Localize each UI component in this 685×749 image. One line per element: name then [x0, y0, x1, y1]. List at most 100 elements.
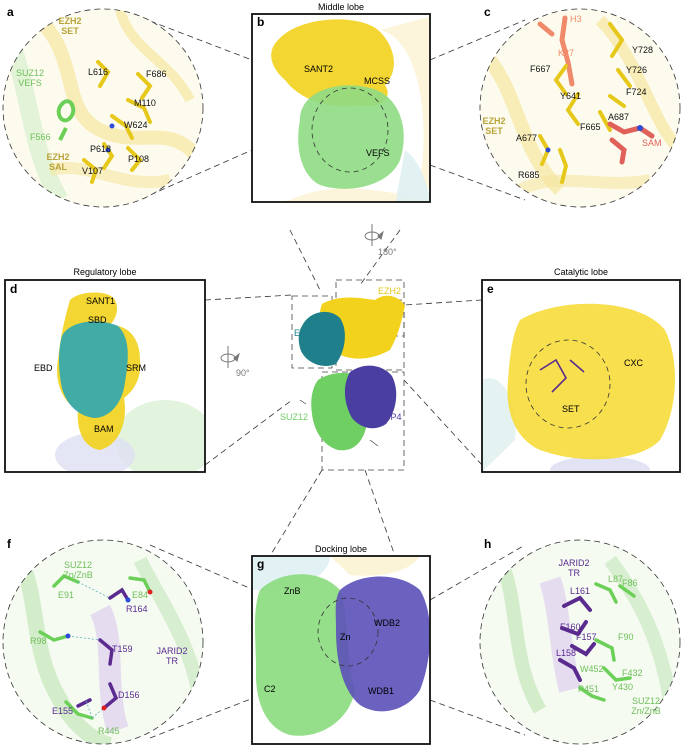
domain-label: ZnB — [284, 586, 301, 596]
residue-label: L161 — [570, 586, 590, 596]
rotation-label: 90° — [236, 368, 250, 378]
residue-label: R98 — [30, 636, 47, 646]
domain-label: C2 — [264, 684, 276, 694]
label-ezh2-set-2: SET — [485, 126, 503, 136]
panel-title: Docking lobe — [315, 544, 367, 554]
residue-label: R445 — [98, 726, 120, 736]
residue-label: Y430 — [612, 682, 633, 692]
panel-d: Regulatory lobe d SANT1 SBD EBD SRM BAM — [4, 267, 206, 473]
domain-label: SRM — [126, 363, 146, 373]
panel-letter: g — [257, 557, 264, 571]
label-suz12-vefs-2: VEFS — [18, 78, 42, 88]
panel-title: Catalytic lobe — [554, 267, 608, 277]
label-ezh2-set: EZH2 — [482, 116, 505, 126]
label-jarid2-2: TR — [166, 656, 178, 666]
residue-label: Y641 — [560, 91, 581, 101]
domain-label: SANT1 — [86, 296, 115, 306]
residue-label: R685 — [518, 170, 540, 180]
label-sam: SAM — [642, 138, 662, 148]
residue-label: F665 — [580, 122, 601, 132]
label-ezh2-set-2: SET — [61, 26, 79, 36]
residue-label: E84 — [132, 590, 148, 600]
panel-letter: f — [7, 537, 12, 551]
label-suz12: SUZ12 — [280, 412, 308, 422]
center-structure: EZH2 EED SUZ12 RBBP4 180° 90° — [220, 224, 405, 471]
label-jarid2: JARID2 — [156, 646, 187, 656]
label-suz12: SUZ12 — [632, 696, 660, 706]
label-ezh2-sal: EZH2 — [46, 152, 69, 162]
domain-label: EBD — [34, 363, 53, 373]
panel-title: Regulatory lobe — [73, 267, 136, 277]
residue-label: R164 — [126, 604, 148, 614]
residue-label: D156 — [118, 690, 140, 700]
rotate-icon — [364, 224, 384, 246]
domain-label: SET — [562, 404, 580, 414]
label-rbbp4: RBBP4 — [372, 412, 402, 422]
rotate-icon — [220, 346, 240, 368]
panel-letter: c — [484, 5, 491, 19]
panel-b: Middle lobe b SANT2 MCSS VEFS — [251, 2, 431, 203]
domain-label: MCSS — [364, 76, 390, 86]
panel-letter: b — [257, 15, 264, 29]
domain-label: Zn — [340, 632, 351, 642]
domain-label: VEFS — [366, 148, 390, 158]
residue-label: L616 — [88, 67, 108, 77]
domain-label: SANT2 — [304, 64, 333, 74]
residue-label: F157 — [576, 632, 597, 642]
label-ezh2-set: EZH2 — [58, 16, 81, 26]
residue-label: F86 — [622, 578, 638, 588]
panel-g: Docking lobe g ZnB Zn WDB2 C2 WDB1 — [251, 544, 431, 745]
residue-label: V107 — [82, 166, 103, 176]
residue-label: P108 — [128, 154, 149, 164]
label-suz12-2: Zn/ZnB — [63, 570, 93, 580]
residue-label: A687 — [608, 112, 629, 122]
residue-label: W624 — [124, 120, 148, 130]
label-suz12-vefs: SUZ12 — [16, 68, 44, 78]
panel-c: c H3 K27 EZH2 SET SAM Y728 F667 Y726 Y64… — [479, 5, 681, 208]
label-k27: K27 — [558, 48, 574, 58]
panel-letter: a — [7, 5, 14, 19]
residue-label: L158 — [556, 648, 576, 658]
label-suz12: SUZ12 — [64, 560, 92, 570]
label-eed: EED — [294, 328, 313, 338]
residue-label: P618 — [90, 144, 111, 154]
residue-label: E155 — [52, 706, 73, 716]
domain-label: WDB1 — [368, 686, 394, 696]
residue-label: Y728 — [632, 45, 653, 55]
residue-label: E91 — [58, 590, 74, 600]
panel-e: Catalytic lobe e CXC SET — [481, 267, 681, 473]
connector-lines — [149, 19, 526, 739]
residue-label: L87 — [608, 574, 623, 584]
panel-letter: e — [487, 282, 494, 296]
panel-letter: h — [484, 537, 491, 551]
panel-h: h JARID2 TR SUZ12 Zn/ZnB L161 L87 F86 F1… — [479, 537, 681, 745]
label-suz12-2: Zn/ZnB — [631, 706, 661, 716]
label-ezh2-sal-2: SAL — [49, 162, 68, 172]
domain-label: CXC — [624, 358, 644, 368]
label-jarid2-2: TR — [568, 568, 580, 578]
residue-label: P451 — [578, 684, 599, 694]
residue-label: T159 — [112, 644, 133, 654]
panel-letter: d — [10, 282, 17, 296]
residue-label: F686 — [146, 69, 167, 79]
residue-label: W452 — [580, 664, 604, 674]
residue-label: F160 — [560, 622, 581, 632]
domain-label: BAM — [94, 424, 114, 434]
label-ezh2: EZH2 — [378, 286, 401, 296]
domain-label: SBD — [88, 315, 107, 325]
residue-label: F566 — [30, 132, 51, 142]
label-jarid2: JARID2 — [558, 558, 589, 568]
residue-label: F667 — [530, 64, 551, 74]
label-h3: H3 — [570, 14, 582, 24]
residue-label: F90 — [618, 632, 634, 642]
residue-label: M110 — [134, 98, 156, 108]
panel-f: f SUZ12 Zn/ZnB JARID2 TR E91 E84 R164 R9… — [2, 537, 204, 745]
residue-label: F724 — [626, 87, 647, 97]
rotation-label: 180° — [378, 247, 397, 257]
residue-label: Y726 — [626, 65, 647, 75]
residue-label: F432 — [622, 668, 643, 678]
panel-title: Middle lobe — [318, 2, 364, 12]
panel-a: a EZH2 SET SUZ12 VEFS EZH2 SAL L616 F686… — [2, 5, 204, 208]
residue-label: A677 — [516, 133, 537, 143]
